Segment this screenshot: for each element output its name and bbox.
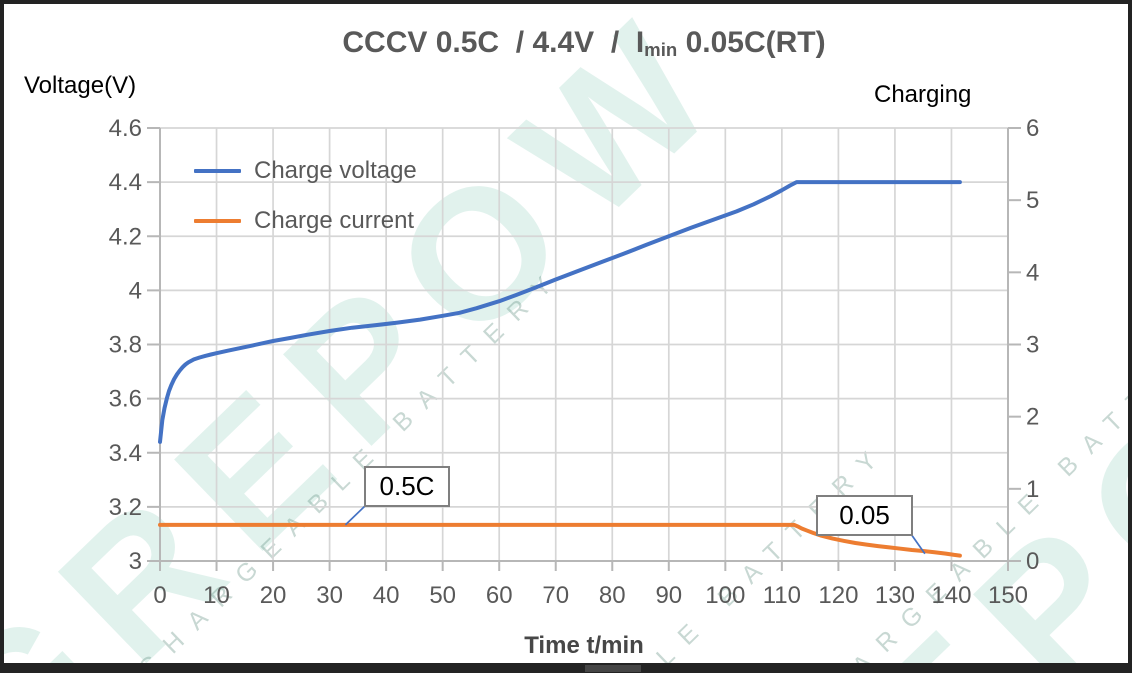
- svg-text:3.4: 3.4: [109, 440, 142, 467]
- legend-item-charge-current: Charge current: [194, 207, 417, 235]
- svg-text:3: 3: [1026, 332, 1039, 359]
- svg-text:3: 3: [129, 548, 142, 575]
- annotation-0.05: 0.05: [816, 495, 913, 536]
- bottom-edge-artifact: [585, 665, 641, 672]
- svg-text:5: 5: [1026, 187, 1039, 214]
- left-axis-title: Voltage(V): [24, 72, 137, 99]
- svg-text:2: 2: [1026, 404, 1039, 431]
- svg-text:4: 4: [1026, 259, 1039, 286]
- svg-text:150: 150: [988, 582, 1028, 609]
- svg-text:3.2: 3.2: [109, 494, 142, 521]
- svg-text:30: 30: [316, 582, 343, 609]
- svg-text:100: 100: [705, 582, 745, 609]
- svg-text:4.6: 4.6: [109, 115, 142, 142]
- svg-text:110: 110: [763, 582, 801, 609]
- svg-text:4.4: 4.4: [109, 169, 142, 196]
- svg-text:0: 0: [153, 582, 166, 609]
- svg-text:3.6: 3.6: [109, 386, 142, 413]
- svg-text:60: 60: [486, 582, 513, 609]
- charge-voltage-line-swatch: [194, 169, 241, 173]
- svg-text:140: 140: [931, 582, 971, 609]
- svg-text:6: 6: [1026, 115, 1039, 142]
- svg-text:10: 10: [203, 582, 230, 609]
- svg-text:20: 20: [260, 582, 287, 609]
- svg-text:90: 90: [655, 582, 682, 609]
- svg-text:3.8: 3.8: [109, 332, 142, 359]
- legend-label: Charge voltage: [254, 157, 417, 184]
- svg-text:70: 70: [542, 582, 569, 609]
- svg-text:4.2: 4.2: [109, 223, 142, 250]
- svg-text:1: 1: [1026, 476, 1039, 503]
- legend-label: Charge current: [254, 207, 415, 234]
- legend-item-charge-voltage: Charge voltage: [194, 157, 417, 185]
- charge-current-line-swatch: [194, 219, 241, 223]
- svg-text:0: 0: [1026, 548, 1039, 575]
- svg-text:130: 130: [875, 582, 915, 609]
- right-axis-title: Charging: [874, 81, 972, 108]
- svg-text:40: 40: [373, 582, 400, 609]
- chart-title: CCCV 0.5C / 4.4V / Imin 0.05C(RT): [342, 26, 826, 61]
- svg-text:4: 4: [129, 277, 142, 304]
- legend: Charge voltage Charge current: [194, 157, 417, 257]
- svg-text:50: 50: [429, 582, 456, 609]
- annotation-0.5C: 0.5C: [364, 466, 450, 507]
- svg-text:80: 80: [599, 582, 626, 609]
- x-axis-title: Time t/min: [524, 632, 644, 659]
- svg-text:120: 120: [818, 582, 858, 609]
